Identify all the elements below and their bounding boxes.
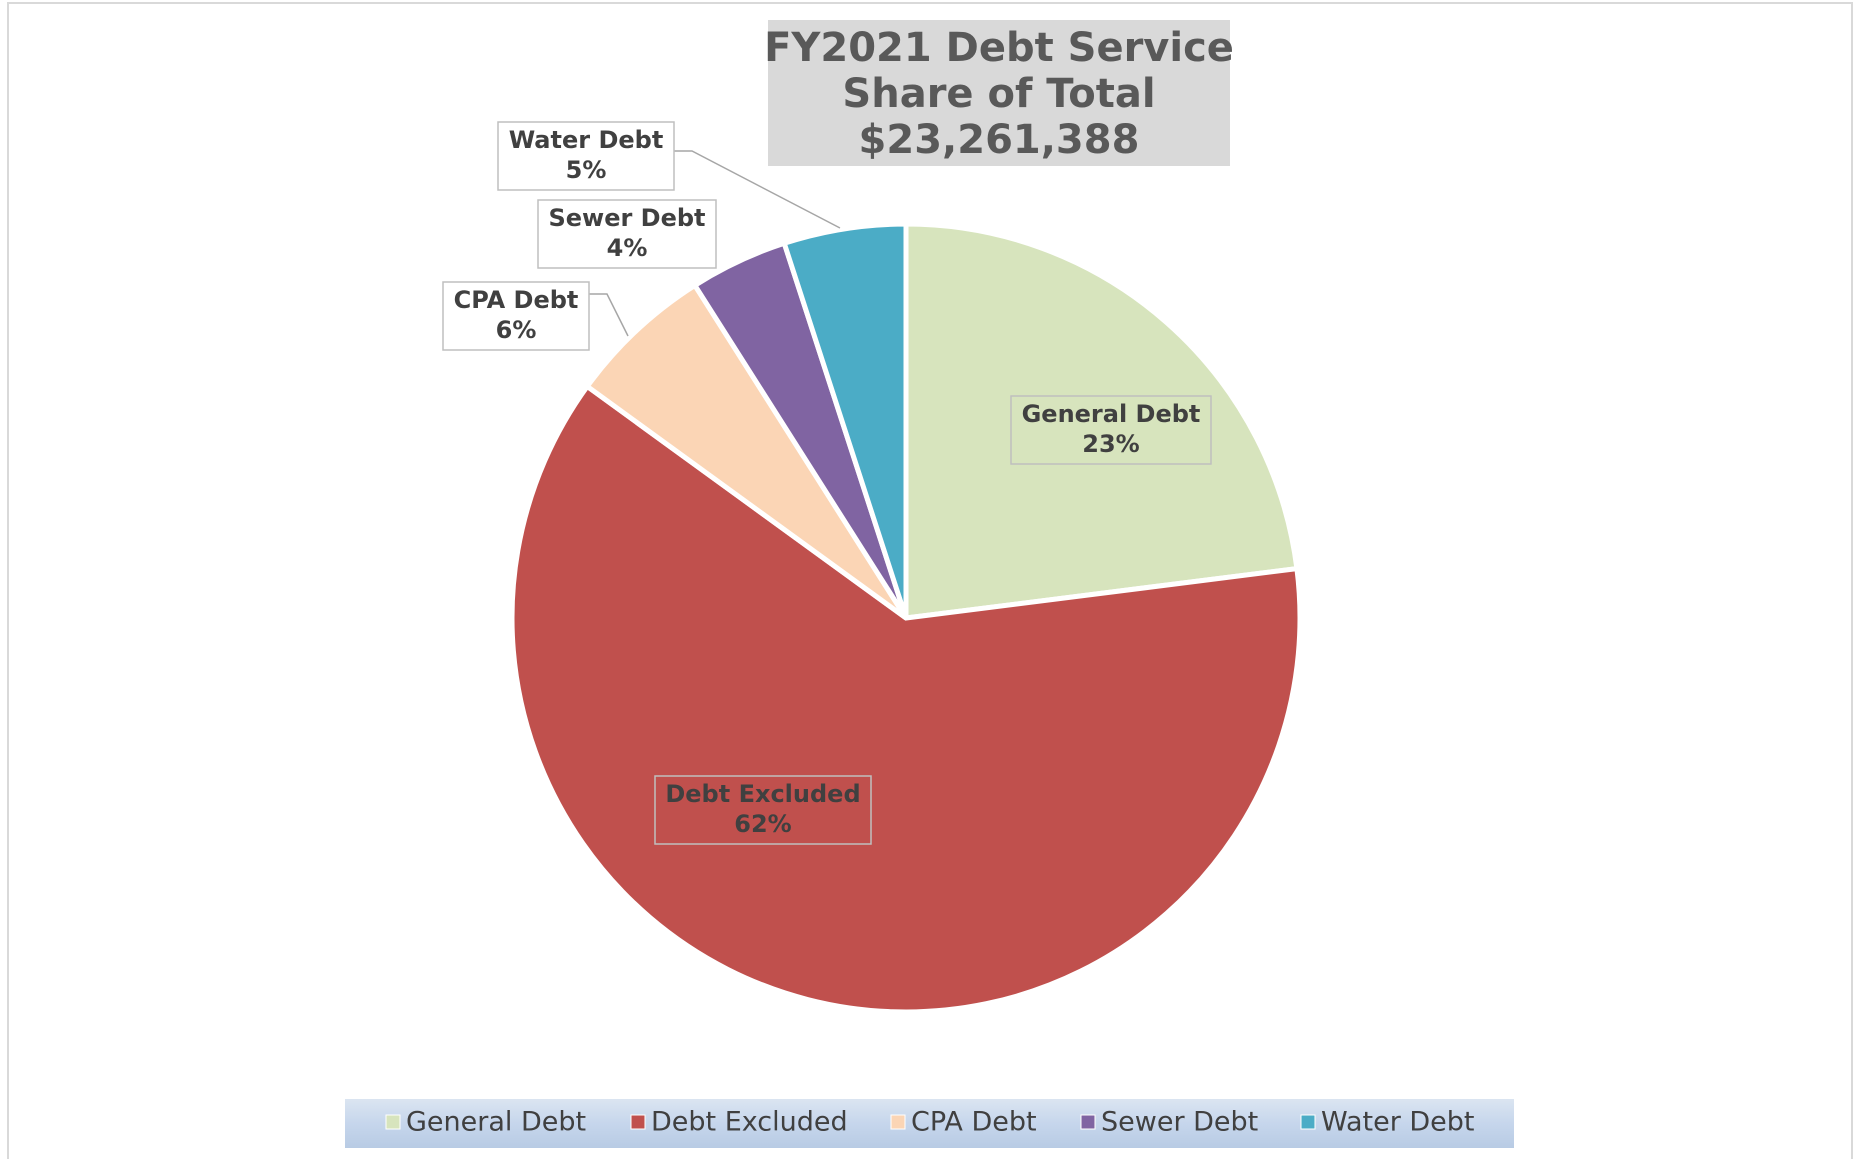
- data-label-value: 5%: [566, 156, 607, 184]
- data-label-value: 23%: [1082, 430, 1139, 458]
- data-label-name: Water Debt: [509, 126, 664, 154]
- data-label-value: 62%: [734, 810, 791, 838]
- legend-label: General Debt: [406, 1107, 586, 1138]
- title-line: FY2021 Debt Service: [764, 25, 1234, 71]
- data-label-value: 6%: [496, 316, 537, 344]
- legend-box: [345, 1099, 1514, 1148]
- pie-slice: [509, 382, 1303, 1015]
- legend-label: Water Debt: [1321, 1107, 1475, 1138]
- data-label-name: Sewer Debt: [548, 204, 705, 232]
- legend-swatch: [630, 1114, 646, 1130]
- data-label-box: [537, 199, 717, 269]
- data-label-name: Debt Excluded: [665, 780, 860, 808]
- title-line: Share of Total: [842, 71, 1155, 117]
- legend-swatch: [385, 1114, 401, 1130]
- legend-swatch: [1080, 1114, 1096, 1130]
- legend-swatch: [890, 1114, 906, 1130]
- title-box: [768, 20, 1230, 166]
- pie-slice: [903, 221, 1300, 621]
- legend-label: Debt Excluded: [651, 1107, 848, 1138]
- data-label-name: General Debt: [1022, 400, 1201, 428]
- data-label-name: CPA Debt: [454, 286, 579, 314]
- pie-slice: [583, 281, 909, 621]
- leader-line: [589, 293, 629, 337]
- legend-swatch: [1300, 1114, 1316, 1130]
- legend-label: CPA Debt: [911, 1107, 1037, 1138]
- data-label-box: [654, 775, 872, 845]
- leader-line: [674, 150, 841, 229]
- pie-slice: [781, 221, 909, 619]
- data-label-box: [1010, 395, 1212, 465]
- data-label-box: [497, 121, 675, 191]
- legend-label: Sewer Debt: [1101, 1107, 1258, 1138]
- title-line: $23,261,388: [859, 117, 1140, 163]
- data-label-value: 4%: [607, 234, 648, 262]
- data-label-box: [442, 281, 590, 351]
